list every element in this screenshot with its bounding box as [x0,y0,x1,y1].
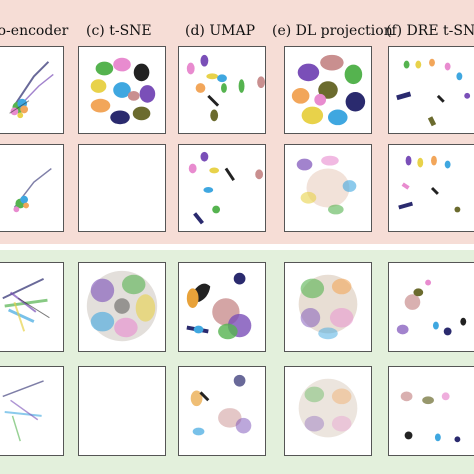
scatter-row3-dre [396,279,467,336]
panel-row4-dl-projection [284,366,372,456]
scatter-row1-autoencoder [9,61,54,119]
scatter-row4-dl [298,378,358,438]
column-label-dre-tsne: (f) DRE t-SNE [386,23,474,39]
scatter-row1-tsne [90,57,156,125]
scatter-row1-umap [186,54,265,122]
panel-row2-tsne-empty [78,144,166,232]
scatter-row2-dre [398,155,461,213]
scatter-row4-dre [400,391,461,443]
panel-row2-autoencoder [0,144,64,232]
panel-row2-dl-projection [284,144,372,232]
panel-row1-umap [178,46,266,134]
scatter-row3-autoencoder [2,277,50,332]
panel-row2-umap [178,144,266,232]
panel-row1-tsne [78,46,166,134]
panel-row1-dre-tsne [388,46,474,134]
scatter-row2-dl [296,155,357,215]
panel-row3-dl-projection [284,262,372,352]
panel-row4-autoencoder [0,366,64,456]
scatter-row4-autoencoder [2,380,44,442]
panel-row4-umap [178,366,266,456]
panel-row3-umap [178,262,266,352]
scatter-row3-tsne [86,270,158,342]
scatter-row1-dre [396,58,471,127]
scatter-row1-dl [291,54,366,126]
panel-row3-dre-tsne [388,262,474,352]
panel-row3-tsne [78,262,166,352]
scatter-row2-umap [188,151,264,225]
column-label-tsne: (c) t-SNE [86,23,152,39]
scatter-row4-umap [190,374,252,436]
scatter-row2-autoencoder [13,167,52,213]
panel-row2-dre-tsne [388,144,474,232]
panel-row4-dre-tsne [388,366,474,456]
scatter-row3-dl [298,274,358,340]
panel-row4-tsne-empty [78,366,166,456]
scatter-row3-umap [186,272,252,340]
panel-row1-autoencoder [0,46,64,134]
column-label-umap: (d) UMAP [185,23,255,39]
panel-row3-autoencoder [0,262,64,352]
column-label-dl-projection: (e) DL projection [272,23,393,39]
panel-row1-dl-projection [284,46,372,134]
column-label-autoencoder: to-encoder [0,23,69,39]
